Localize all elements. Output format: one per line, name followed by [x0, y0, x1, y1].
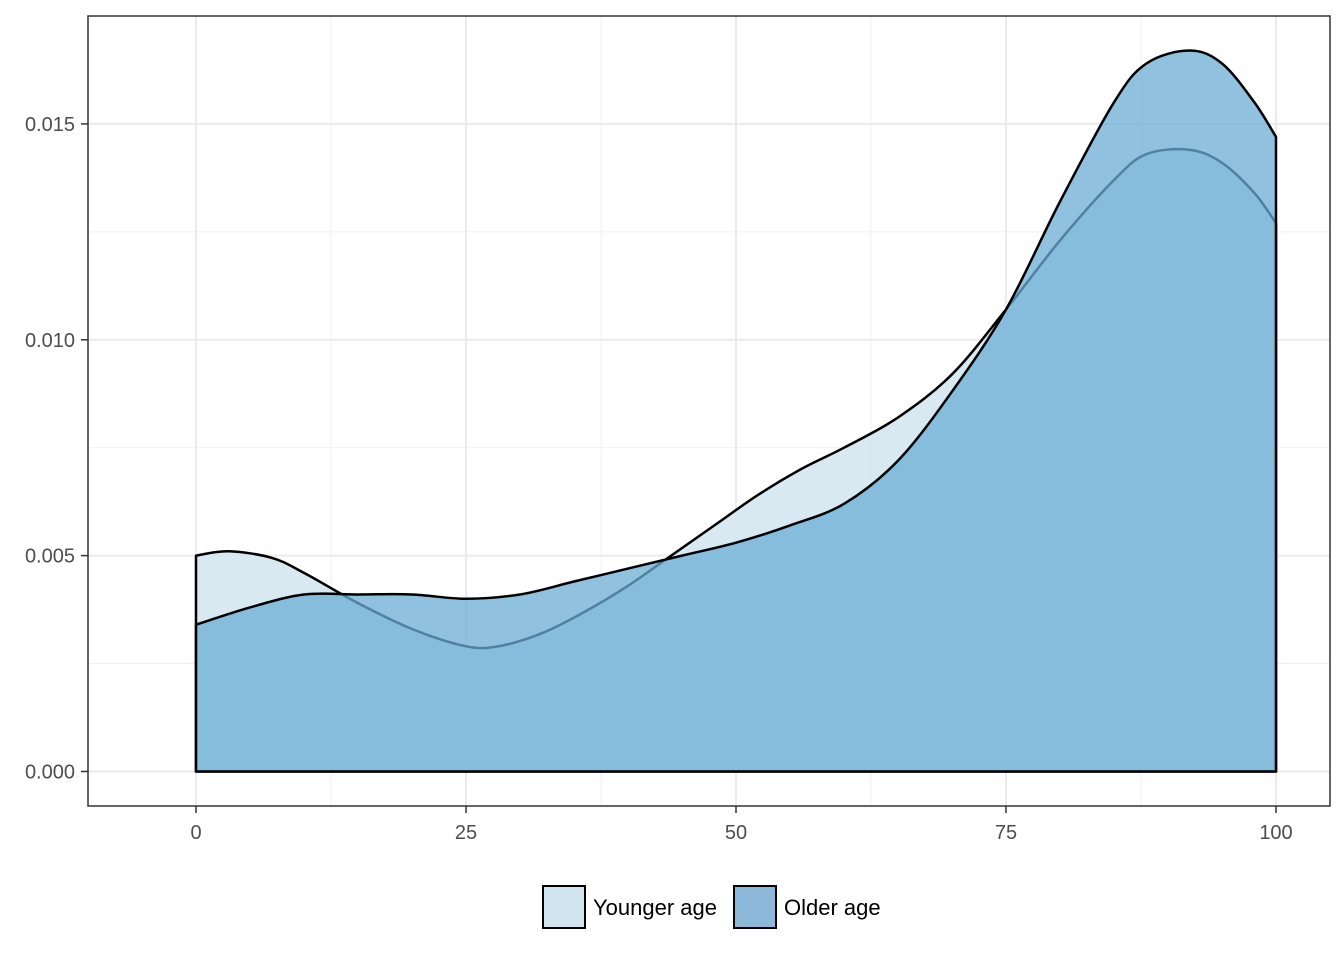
legend: Younger age Older age: [542, 885, 881, 929]
y-tick-label: 0.010: [25, 330, 75, 352]
y-tick-label: 0.000: [25, 761, 75, 783]
legend-key-younger-age: [542, 885, 586, 929]
x-tick-label: 50: [725, 822, 747, 844]
legend-label-older-age: Older age: [784, 895, 881, 920]
y-tick-label: 0.005: [25, 546, 75, 568]
legend-key-older-age: [733, 885, 777, 929]
panel-border: [87, 15, 1331, 807]
x-tick-label: 0: [190, 822, 201, 844]
density-areas: [194, 49, 1278, 773]
legend-label-younger-age: Younger age: [593, 895, 717, 920]
y-axis: 0.000 0.005 0.010 0.015: [25, 114, 88, 783]
x-tick-label: 100: [1259, 822, 1292, 844]
x-tick-label: 75: [995, 822, 1017, 844]
density-area-older-age: [194, 49, 1278, 773]
y-tick-label: 0.015: [25, 114, 75, 136]
x-tick-label: 25: [455, 822, 477, 844]
x-axis: 0 25 50 75 100: [190, 806, 1293, 844]
